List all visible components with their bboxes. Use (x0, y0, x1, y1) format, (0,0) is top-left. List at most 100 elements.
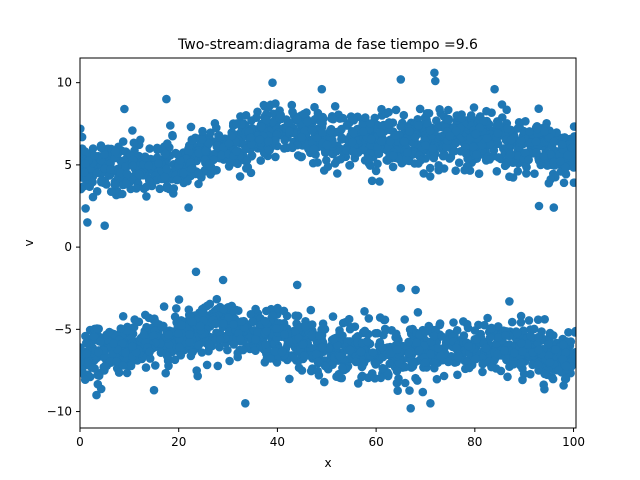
scatter-point (110, 147, 120, 156)
scatter-point (396, 283, 406, 293)
scatter-point (425, 172, 435, 181)
scatter-point (557, 140, 567, 149)
scatter-point (469, 142, 478, 152)
scatter-point (317, 84, 327, 94)
scatter-point (365, 119, 375, 128)
scatter-point (503, 124, 512, 133)
scatter-point (227, 131, 236, 141)
scatter-point (475, 123, 485, 132)
scatter-point (272, 324, 281, 333)
scatter-point (569, 178, 576, 187)
scatter-point (324, 343, 334, 353)
scatter-point (391, 329, 401, 339)
scatter-point (287, 100, 297, 110)
scatter-point (145, 347, 154, 357)
scatter-point (405, 127, 414, 136)
x-axis-label: x (324, 456, 331, 470)
scatter-point (126, 361, 136, 371)
scatter-point (501, 331, 510, 340)
scatter-point (328, 114, 338, 124)
scatter-point (454, 158, 464, 167)
scatter-point (302, 117, 312, 126)
scatter-point (286, 142, 295, 152)
scatter-point (195, 321, 205, 331)
scatter-point (392, 366, 402, 376)
scatter-point (92, 324, 102, 333)
scatter-point (451, 126, 461, 136)
scatter-point (459, 317, 468, 326)
scatter-point (415, 104, 425, 114)
scatter-point (109, 339, 118, 348)
scatter-point (533, 360, 543, 369)
scatter-point (522, 169, 531, 178)
scatter-point (134, 169, 144, 179)
scatter-point (516, 339, 526, 348)
scatter-point (100, 221, 109, 230)
scatter-point (184, 147, 194, 157)
scatter-point (318, 112, 328, 122)
scatter-point (392, 378, 402, 388)
scatter-point (185, 330, 194, 339)
scatter-point (360, 326, 370, 336)
scatter-point (206, 128, 215, 137)
scatter-point (168, 130, 177, 140)
scatter-point (434, 343, 443, 353)
plot-frame (79, 57, 577, 429)
scatter-point (151, 318, 161, 327)
scatter-point (333, 341, 342, 350)
scatter-point (487, 362, 496, 372)
scatter-point (471, 129, 481, 139)
scatter-point (106, 187, 116, 196)
scatter-point (385, 359, 395, 369)
scatter-point (569, 122, 576, 131)
scatter-point (570, 132, 576, 141)
scatter-point (176, 351, 186, 360)
scatter-point (540, 127, 549, 136)
scatter-point (443, 116, 453, 126)
scatter-point (162, 94, 171, 104)
scatter-point (235, 172, 245, 181)
scatter-point (204, 139, 214, 148)
scatter-point (492, 167, 502, 176)
scatter-point (161, 149, 170, 159)
scatter-point (145, 176, 154, 186)
scatter-point (285, 374, 294, 384)
scatter-point (194, 148, 203, 158)
scatter-point (116, 168, 125, 178)
scatter-point (439, 371, 449, 381)
scatter-point (400, 378, 410, 388)
scatter-point (532, 148, 541, 157)
y-tick-label: −10 (47, 405, 72, 419)
scatter-point (337, 135, 346, 144)
scatter-point (172, 304, 181, 313)
scatter-point (409, 358, 418, 368)
scatter-point (128, 341, 137, 351)
scatter-point (205, 159, 214, 168)
scatter-point (145, 144, 154, 153)
scatter-point (94, 347, 103, 357)
scatter-point (88, 144, 98, 153)
scatter-point (198, 126, 207, 136)
scatter-point (187, 348, 197, 357)
scatter-point (534, 201, 544, 211)
y-tick-label: 0 (64, 240, 72, 254)
scatter-point (402, 154, 411, 164)
y-tick-label: 5 (64, 158, 72, 172)
scatter-point (326, 126, 335, 135)
scatter-point (251, 113, 261, 122)
scatter-point (277, 347, 287, 357)
scatter-point (306, 366, 316, 376)
scatter-point (92, 168, 102, 178)
scatter-point (174, 295, 184, 304)
scatter-point (141, 310, 150, 320)
scatter-point (392, 345, 402, 354)
scatter-point (551, 345, 560, 354)
scatter-point (549, 158, 558, 167)
scatter-point (139, 330, 148, 340)
scatter-point (320, 377, 329, 387)
scatter-point (80, 357, 85, 367)
scatter-point (337, 124, 346, 134)
scatter-point (564, 328, 573, 337)
scatter-point (82, 358, 92, 368)
scatter-point (170, 355, 180, 365)
